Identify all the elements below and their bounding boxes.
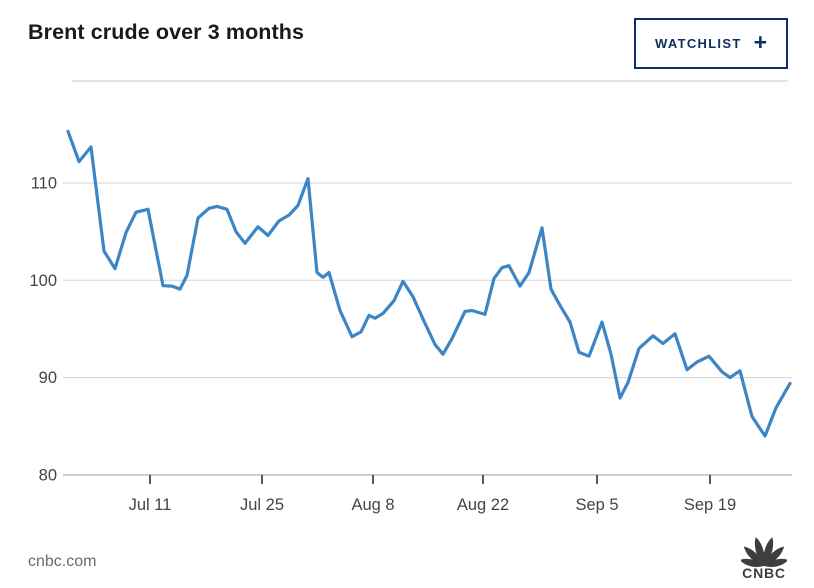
price-line <box>66 129 792 438</box>
x-tick-label: Sep 19 <box>684 496 736 514</box>
y-tick-label: 100 <box>29 272 57 290</box>
y-tick-label: 110 <box>31 175 57 193</box>
y-tick-label: 90 <box>39 369 57 387</box>
peacock-icon <box>741 537 787 567</box>
source-link[interactable]: cnbc.com <box>28 553 97 570</box>
watchlist-button[interactable]: WATCHLIST + <box>634 18 788 69</box>
x-tick-label: Jul 25 <box>240 496 284 514</box>
cnbc-logo: CNBC <box>733 531 795 583</box>
x-tick-label: Jul 11 <box>129 496 172 514</box>
x-tick-label: Sep 5 <box>575 496 618 514</box>
header-divider <box>72 80 788 82</box>
x-tick-label: Aug 22 <box>457 496 509 514</box>
page-title: Brent crude over 3 months <box>28 20 305 44</box>
plus-icon: + <box>753 29 767 55</box>
cnbc-logo-text: CNBC <box>742 565 786 581</box>
x-tick-label: Aug 8 <box>351 496 394 514</box>
y-tick-label: 80 <box>39 466 57 484</box>
watchlist-button-label: WATCHLIST <box>655 36 742 51</box>
